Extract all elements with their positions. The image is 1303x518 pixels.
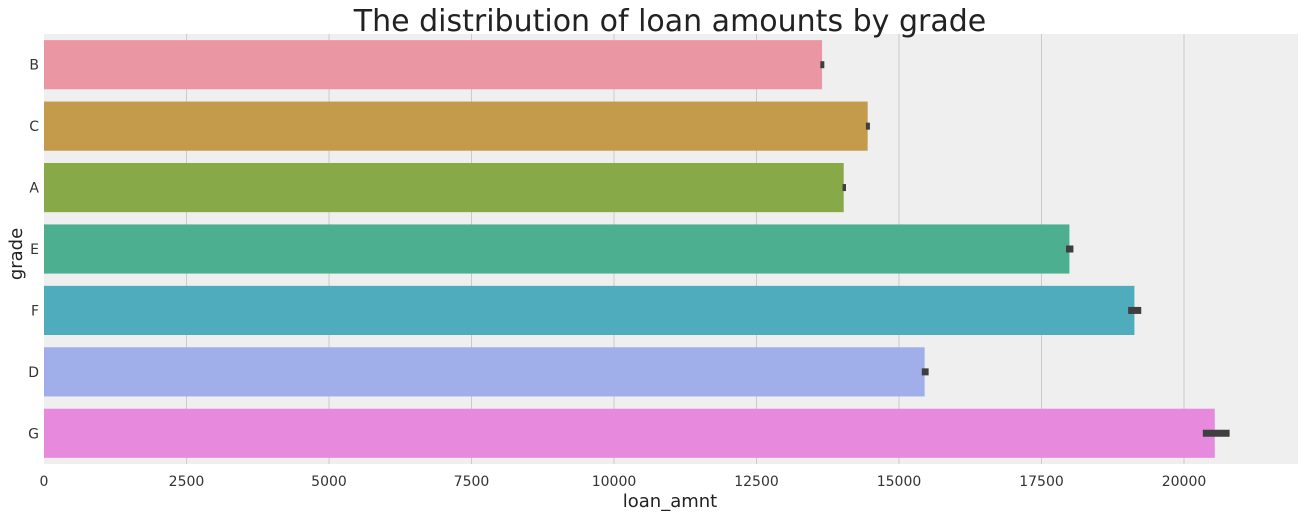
x-tick-label: 12500: [734, 474, 779, 490]
y-tick-label: B: [29, 58, 39, 74]
bar-A: [44, 163, 844, 213]
y-tick-label: F: [31, 303, 39, 319]
bar-F: [44, 285, 1135, 335]
y-axis-label: grade: [6, 228, 27, 280]
x-tick-label: 20000: [1162, 474, 1207, 490]
x-tick-label: 7500: [454, 474, 490, 490]
y-tick-label: C: [29, 119, 39, 135]
x-tick-label: 15000: [877, 474, 922, 490]
x-axis-label: loan_amnt: [623, 491, 717, 512]
y-tick-label: A: [29, 181, 39, 197]
y-tick-labels: B C A E F D G: [28, 58, 39, 443]
bar-G: [44, 408, 1215, 458]
x-tick-label: 10000: [592, 474, 637, 490]
x-tick-label: 5000: [311, 474, 347, 490]
chart-title: The distribution of loan amounts by grad…: [353, 4, 986, 39]
x-tick-label: 0: [40, 474, 49, 490]
bar-D: [44, 347, 925, 397]
bars: [44, 40, 1215, 458]
x-tick-label: 17500: [1019, 474, 1064, 490]
y-tick-label: D: [28, 365, 39, 381]
x-tick-labels: 0 2500 5000 7500 10000 12500 15000 17500 20000: [40, 474, 1207, 490]
error-bars: [820, 61, 1230, 437]
bar-B: [44, 40, 823, 90]
bar-C: [44, 101, 868, 151]
x-tick-label: 2500: [169, 474, 205, 490]
bar-E: [44, 224, 1070, 274]
y-tick-label: E: [30, 242, 39, 258]
y-tick-label: G: [28, 426, 39, 442]
